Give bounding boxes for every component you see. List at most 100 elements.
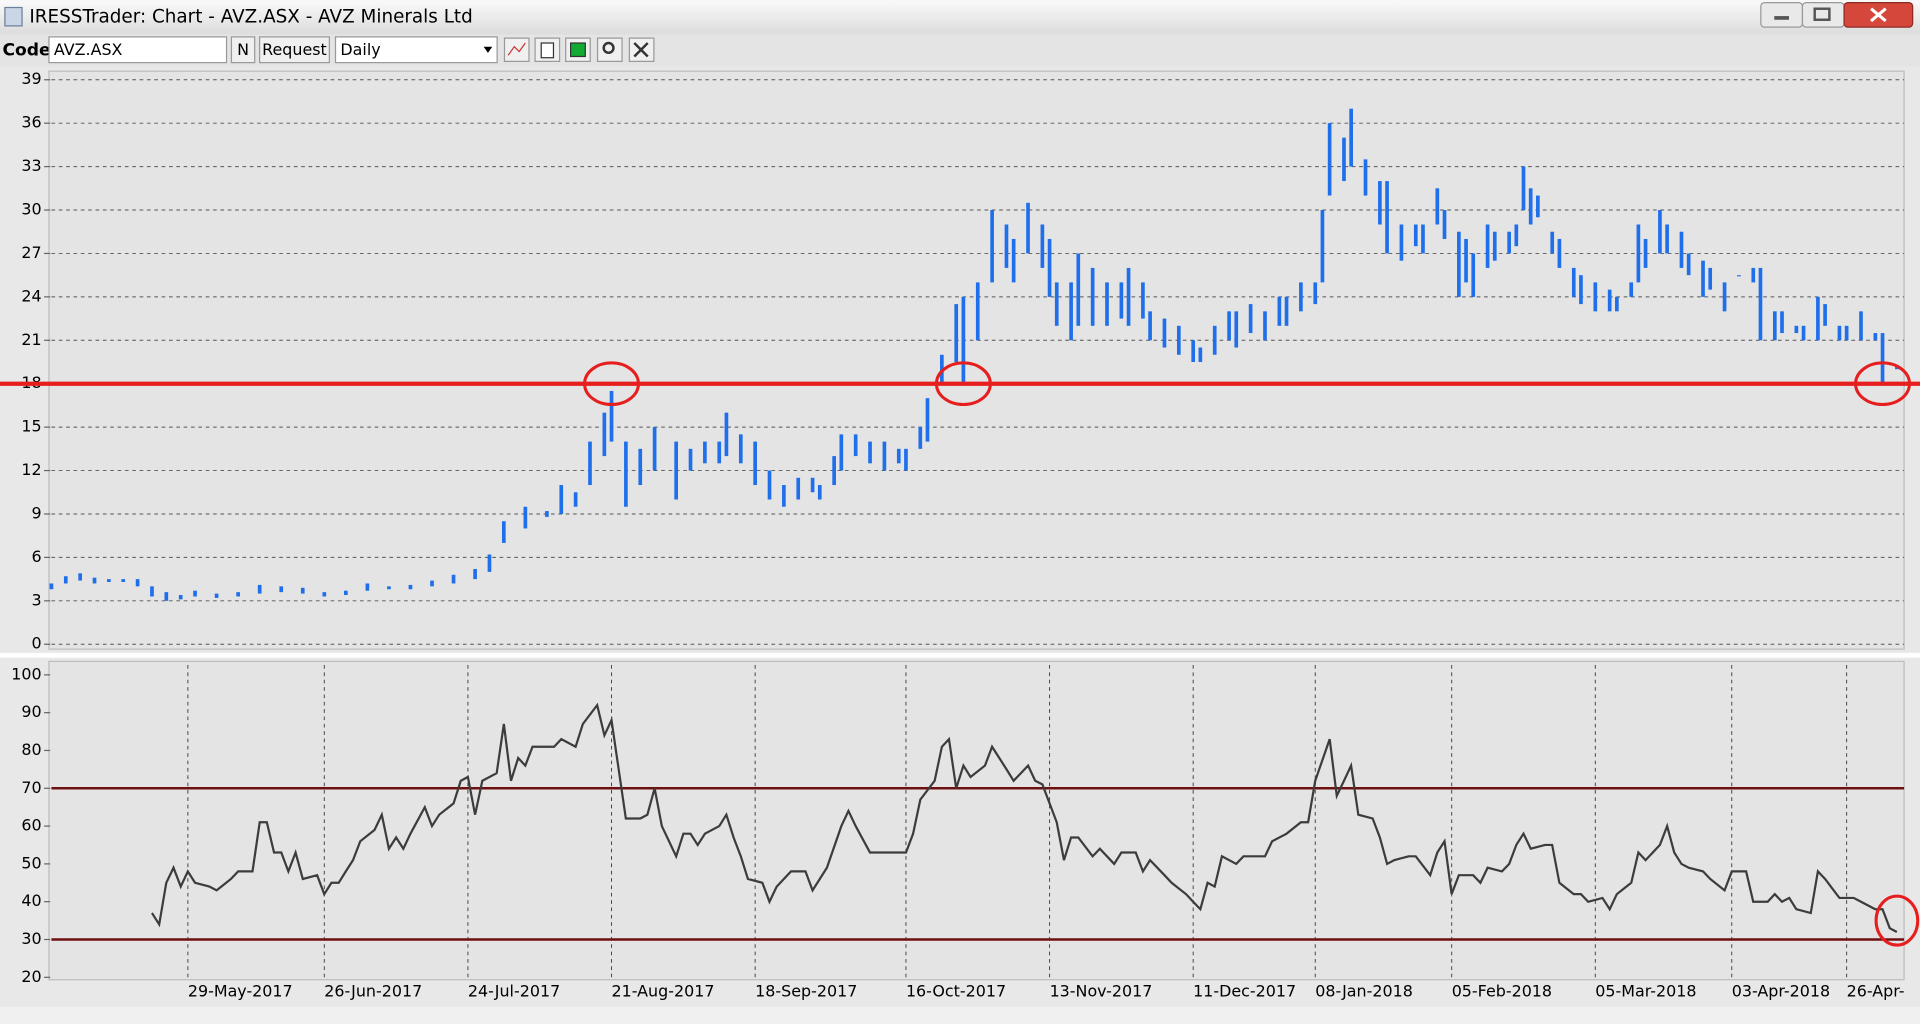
y-tick-label: 100 bbox=[11, 664, 41, 683]
price-bar bbox=[1342, 137, 1346, 182]
price-bar bbox=[1378, 181, 1382, 225]
price-bar bbox=[1521, 166, 1526, 211]
price-bar bbox=[588, 441, 592, 486]
price-bar bbox=[1758, 267, 1763, 341]
y-tick-label: 9 bbox=[32, 503, 42, 522]
price-bar bbox=[1643, 238, 1648, 268]
price-bar bbox=[652, 427, 657, 471]
price-bar bbox=[738, 434, 743, 464]
price-bar bbox=[1435, 188, 1440, 225]
price-bar bbox=[1801, 325, 1806, 341]
price-bar bbox=[1047, 238, 1052, 297]
price-bar bbox=[1248, 304, 1253, 334]
price-bar bbox=[92, 577, 97, 584]
price-bar bbox=[1320, 210, 1325, 283]
price-bar bbox=[178, 595, 183, 600]
highlight-circle bbox=[1874, 894, 1920, 947]
price-bar bbox=[638, 448, 643, 486]
price-bar bbox=[1162, 318, 1167, 348]
price-bar bbox=[322, 592, 327, 597]
price-bar bbox=[1212, 325, 1217, 355]
price-bar bbox=[1636, 224, 1641, 283]
request-button[interactable] bbox=[258, 36, 330, 64]
price-bar bbox=[1191, 340, 1196, 362]
dropdown-arrow bbox=[483, 46, 493, 53]
price-bar bbox=[135, 579, 140, 587]
price-bar bbox=[796, 477, 801, 500]
period-select[interactable] bbox=[334, 36, 498, 64]
price-bar bbox=[810, 477, 815, 493]
price-bar bbox=[473, 568, 477, 580]
x-tick-label: 29-May-2017 bbox=[188, 982, 293, 1001]
tool-button[interactable] bbox=[596, 37, 623, 62]
request-button-label: Request bbox=[262, 40, 327, 59]
price-bar bbox=[724, 412, 729, 457]
price-panel bbox=[48, 70, 1905, 650]
price-bar bbox=[1040, 224, 1045, 268]
price-bar bbox=[573, 492, 578, 507]
price-bar bbox=[559, 485, 564, 514]
y-tick-label: 0 bbox=[32, 634, 42, 653]
tool-icon bbox=[633, 42, 649, 58]
price-bar bbox=[1658, 210, 1662, 254]
y-tick-label: 33 bbox=[21, 156, 41, 175]
price-bar bbox=[817, 485, 822, 500]
price-bar bbox=[674, 441, 678, 500]
price-bar bbox=[753, 441, 757, 486]
price-bar bbox=[1327, 123, 1332, 196]
y-tick-label: 70 bbox=[21, 778, 41, 797]
price-bar bbox=[717, 441, 722, 464]
price-bar bbox=[782, 485, 786, 507]
price-bar bbox=[1076, 253, 1081, 326]
price-bar bbox=[214, 593, 219, 598]
price-bar bbox=[832, 456, 836, 486]
rsi-line bbox=[151, 702, 1898, 933]
x-tick-label: 26-Jun-2017 bbox=[324, 982, 422, 1001]
x-tick-label: 24-Jul-2017 bbox=[468, 982, 560, 1001]
x-tick-label: 08-Jan-2018 bbox=[1315, 982, 1413, 1001]
code-label: Code: bbox=[2, 40, 57, 60]
price-bar bbox=[1026, 202, 1030, 254]
price-bar bbox=[523, 506, 528, 529]
price-bar bbox=[365, 583, 370, 591]
price-bar bbox=[1421, 224, 1425, 254]
price-bar bbox=[1105, 282, 1109, 326]
price-bar bbox=[344, 590, 348, 596]
x-tick-label: 21-Aug-2017 bbox=[612, 982, 715, 1001]
price-bar bbox=[1069, 282, 1073, 341]
price-bar bbox=[602, 412, 607, 457]
x-tick-label: 16-Oct-2017 bbox=[906, 982, 1006, 1001]
tool-icon bbox=[602, 41, 615, 55]
y-tick-label: 24 bbox=[21, 286, 41, 305]
price-bar bbox=[1550, 231, 1555, 254]
price-bar bbox=[1313, 282, 1318, 305]
price-bar bbox=[1823, 304, 1827, 326]
price-bar bbox=[1277, 296, 1282, 326]
price-bar bbox=[1528, 188, 1533, 225]
code-input[interactable] bbox=[48, 36, 228, 64]
price-bar bbox=[1794, 325, 1799, 334]
minimize-icon bbox=[1774, 16, 1789, 20]
price-bar bbox=[1751, 267, 1756, 283]
price-bar bbox=[1471, 253, 1476, 297]
minimize-button[interactable] bbox=[1760, 1, 1804, 28]
price-bar bbox=[1090, 267, 1095, 326]
price-bar bbox=[1464, 238, 1468, 283]
price-bar bbox=[63, 576, 68, 584]
x-tick-label: 11-Dec-2017 bbox=[1193, 982, 1296, 1001]
x-tick-label: 03-Apr-2018 bbox=[1732, 982, 1830, 1001]
price-bar bbox=[257, 584, 262, 594]
price-bar bbox=[1679, 231, 1684, 268]
price-bar bbox=[703, 441, 707, 464]
price-bar bbox=[609, 390, 614, 442]
price-bar bbox=[487, 554, 492, 572]
price-bar bbox=[1507, 231, 1511, 254]
price-bar bbox=[430, 580, 434, 587]
y-tick-label: 27 bbox=[21, 243, 41, 262]
price-bar bbox=[1198, 347, 1203, 362]
price-bar bbox=[1054, 282, 1059, 326]
n-button[interactable] bbox=[230, 36, 256, 64]
maximize-button[interactable] bbox=[1801, 1, 1845, 28]
price-bar bbox=[1708, 267, 1713, 290]
